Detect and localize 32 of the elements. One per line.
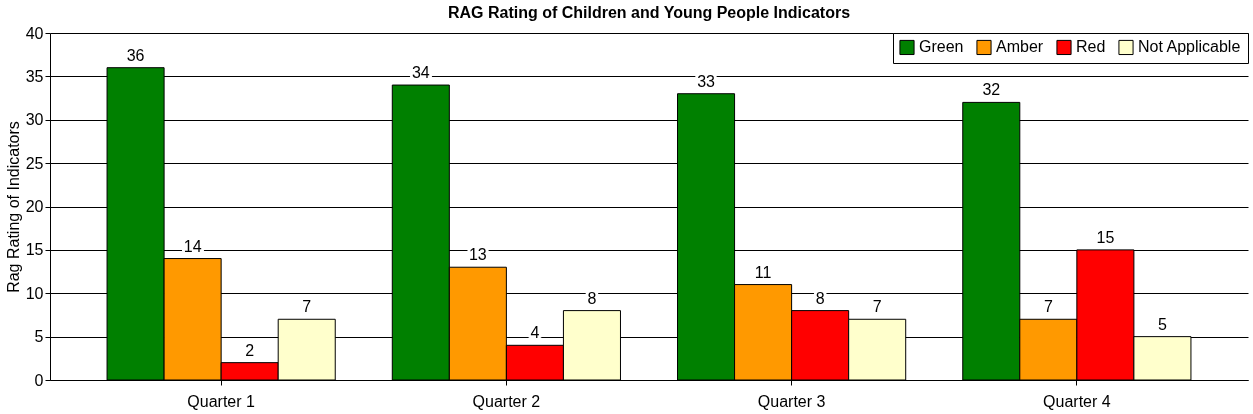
legend-label: Red bbox=[1076, 38, 1106, 56]
data-label: 8 bbox=[815, 289, 825, 307]
y-axis-title: Rag Rating of Indicators bbox=[4, 121, 22, 293]
data-label: 5 bbox=[1157, 315, 1167, 333]
y-tick-label: 5 bbox=[34, 328, 44, 346]
legend-label: Green bbox=[919, 38, 964, 56]
data-label: 7 bbox=[1043, 298, 1053, 316]
y-tick-label: 35 bbox=[25, 67, 44, 85]
y-tick-label: 30 bbox=[25, 111, 44, 129]
data-label: 8 bbox=[587, 289, 597, 307]
chart-title: RAG Rating of Children and Young People Indicators bbox=[447, 4, 851, 21]
y-tick-label: 10 bbox=[25, 284, 44, 302]
data-label: 32 bbox=[982, 81, 1001, 99]
data-label: 11 bbox=[754, 263, 772, 281]
x-tick-label: Quarter 3 bbox=[757, 392, 826, 410]
legend-label: Amber bbox=[996, 38, 1044, 56]
data-label: 7 bbox=[302, 298, 312, 316]
data-label: 15 bbox=[1096, 228, 1115, 246]
y-tick-label: 25 bbox=[25, 154, 44, 172]
data-label: 36 bbox=[126, 46, 145, 64]
x-tick-label: Quarter 2 bbox=[472, 392, 541, 410]
data-label: 7 bbox=[872, 298, 882, 316]
y-tick-label: 20 bbox=[25, 198, 44, 215]
y-tick-label: 0 bbox=[34, 371, 44, 389]
data-label: 2 bbox=[245, 341, 255, 359]
legend-label: Not Applicable bbox=[1138, 38, 1241, 56]
data-label: 33 bbox=[697, 72, 716, 90]
x-tick-label: Quarter 1 bbox=[187, 392, 256, 410]
y-tick-label: 15 bbox=[25, 241, 44, 259]
x-tick-label: Quarter 4 bbox=[1043, 392, 1111, 410]
y-tick-label: 40 bbox=[25, 24, 44, 42]
data-label: 13 bbox=[468, 246, 487, 264]
